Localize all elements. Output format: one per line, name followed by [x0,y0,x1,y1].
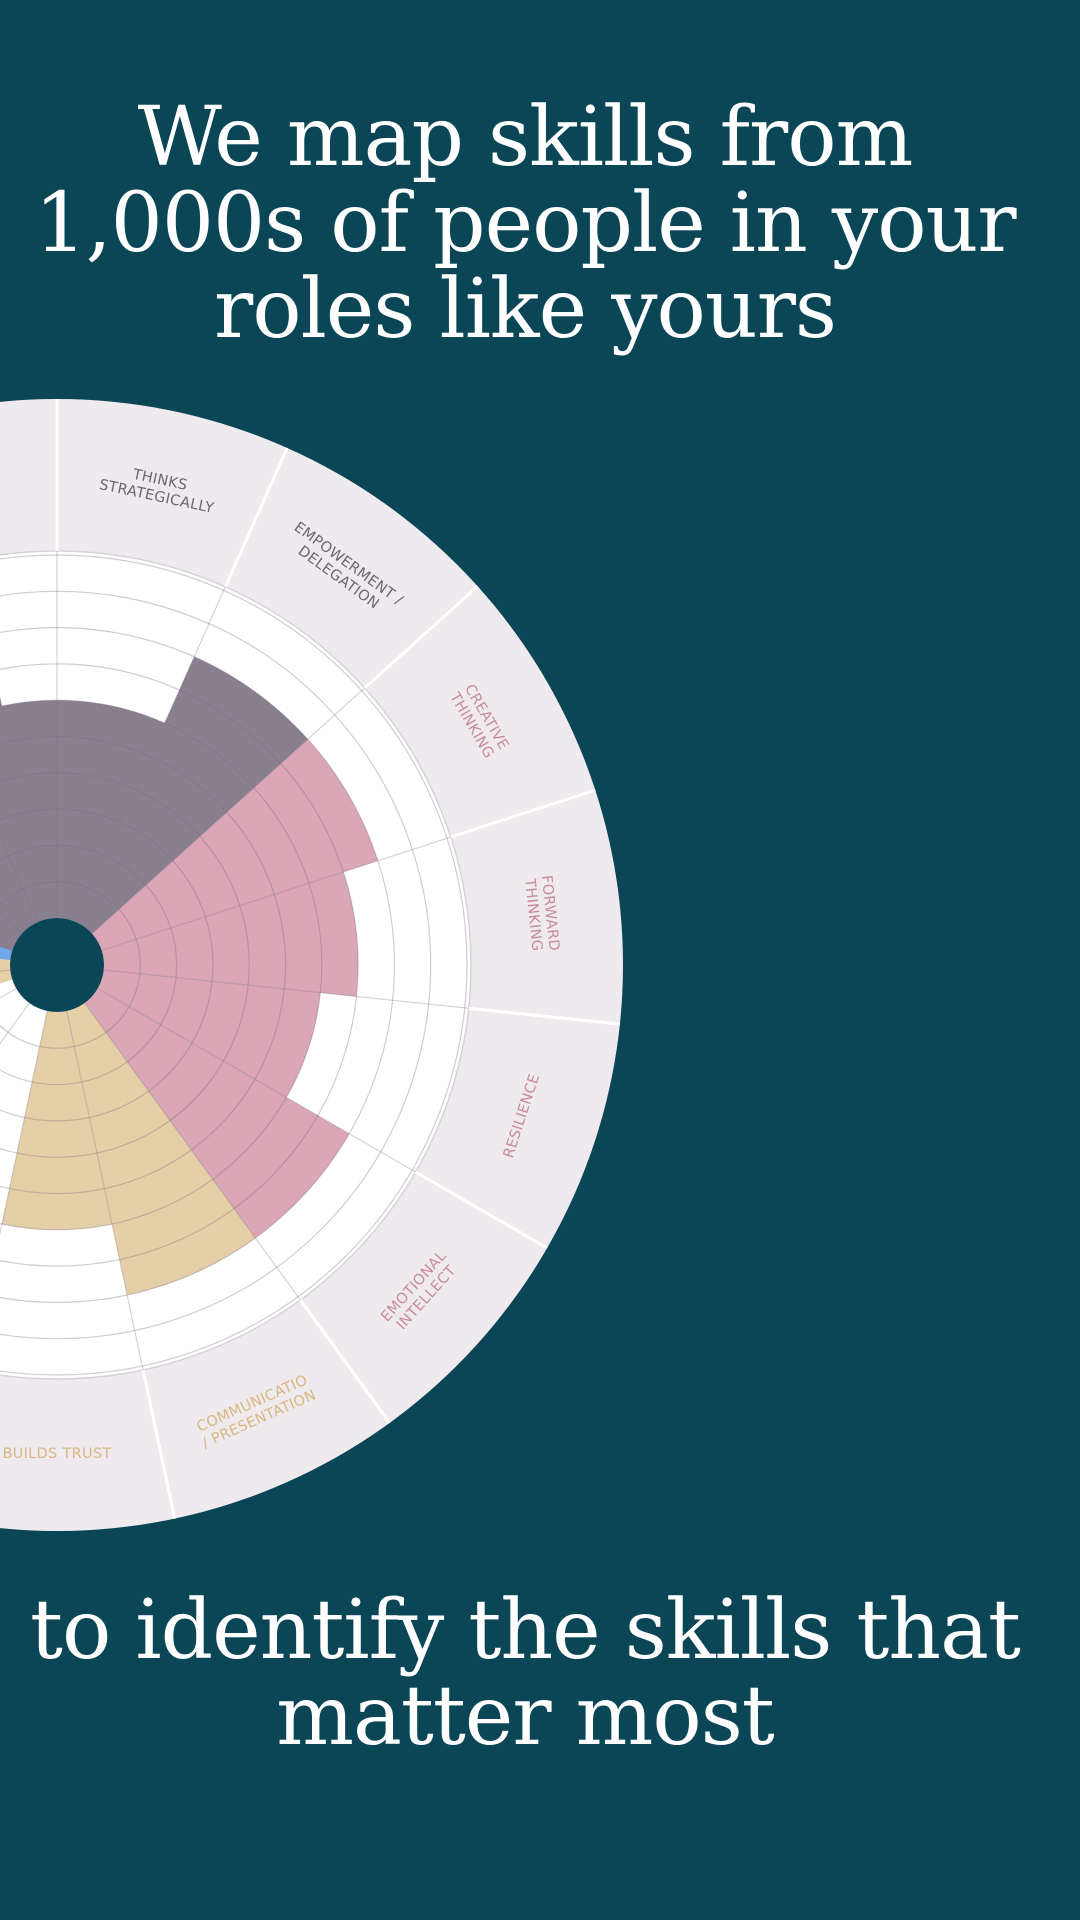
wheel-fill-segment [97,969,321,1098]
wheel-fill-segment [101,871,359,997]
wheel-fill-segment [0,913,23,951]
wheel-fill-segment [0,700,57,923]
wheel-hub [10,918,104,1012]
wheel-fill-segment [57,700,165,923]
segment-label: BUILDS TRUST [2,1446,111,1462]
wheel-fill-segment [0,836,38,934]
wheel-dividers [0,399,621,1519]
wheel-fill-segment [84,988,350,1238]
wheel-fill-offscreen [0,959,13,984]
headline-bottom-line-1: to identify the skills that [30,1583,1021,1678]
wheel-fill-segment [76,656,308,934]
headline-top-line-1: We map skills from [137,90,914,185]
headline-bottom: to identify the skills that matter most [0,1588,1050,1760]
headline-top-line-2: 1,000s of people in your [34,176,1016,271]
wheel-fill-segment [66,1003,256,1296]
wheel-fill-segment [1,1010,113,1230]
headline-top-line-3: roles like yours [214,262,837,357]
wheel-scale-rings [0,554,468,1376]
segment-label: FORWARDTHINKING [521,875,562,954]
headline-top: We map skills from 1,000s of people in y… [0,95,1050,353]
headline-bottom-line-2: matter most [276,1669,775,1764]
wheel-fill-segment [91,739,378,951]
